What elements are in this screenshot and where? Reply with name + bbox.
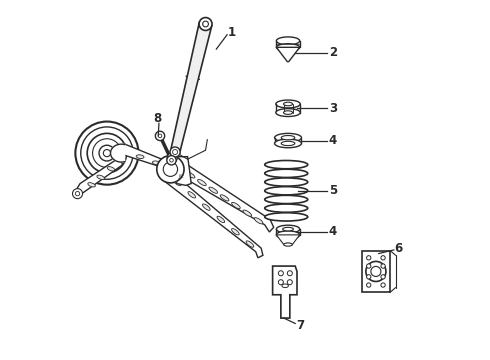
Circle shape — [172, 149, 177, 154]
Circle shape — [103, 149, 111, 157]
Ellipse shape — [265, 186, 308, 195]
Circle shape — [99, 145, 115, 161]
Ellipse shape — [209, 187, 218, 193]
Text: 5: 5 — [329, 184, 337, 197]
Circle shape — [381, 275, 385, 279]
Ellipse shape — [284, 111, 293, 114]
Ellipse shape — [220, 195, 229, 201]
Ellipse shape — [265, 195, 308, 204]
Circle shape — [367, 283, 371, 287]
Ellipse shape — [217, 216, 225, 222]
Circle shape — [287, 271, 293, 276]
Text: 8: 8 — [153, 112, 161, 125]
Circle shape — [170, 158, 173, 162]
Circle shape — [157, 156, 184, 183]
Ellipse shape — [276, 231, 300, 239]
Ellipse shape — [136, 155, 144, 158]
Circle shape — [81, 127, 133, 179]
Circle shape — [367, 264, 371, 268]
Polygon shape — [164, 170, 263, 258]
Circle shape — [367, 275, 371, 279]
Circle shape — [381, 264, 385, 268]
Circle shape — [167, 153, 177, 163]
Polygon shape — [111, 144, 124, 162]
Ellipse shape — [281, 135, 295, 140]
Ellipse shape — [186, 172, 195, 178]
Polygon shape — [362, 251, 390, 292]
Circle shape — [163, 162, 177, 176]
Ellipse shape — [274, 134, 301, 142]
Ellipse shape — [283, 227, 294, 231]
Circle shape — [199, 18, 212, 31]
Ellipse shape — [246, 241, 254, 247]
Polygon shape — [168, 157, 274, 232]
Text: 3: 3 — [329, 102, 337, 115]
Circle shape — [381, 283, 385, 287]
Text: 7: 7 — [296, 319, 305, 332]
Polygon shape — [122, 144, 179, 175]
Circle shape — [287, 280, 293, 285]
Ellipse shape — [107, 167, 115, 171]
Circle shape — [203, 21, 208, 27]
Circle shape — [158, 134, 162, 138]
Ellipse shape — [175, 164, 184, 170]
Circle shape — [73, 189, 82, 199]
Polygon shape — [276, 47, 300, 62]
Ellipse shape — [243, 210, 251, 216]
Circle shape — [371, 266, 381, 276]
Ellipse shape — [197, 180, 206, 186]
Ellipse shape — [281, 141, 295, 145]
Ellipse shape — [265, 178, 308, 186]
Polygon shape — [171, 23, 212, 153]
Ellipse shape — [152, 161, 160, 165]
Ellipse shape — [232, 202, 240, 209]
Ellipse shape — [188, 192, 196, 198]
Ellipse shape — [173, 179, 181, 186]
Ellipse shape — [265, 213, 308, 221]
Circle shape — [367, 256, 371, 260]
Ellipse shape — [276, 100, 300, 108]
Ellipse shape — [232, 229, 239, 235]
Circle shape — [278, 280, 283, 285]
Circle shape — [278, 271, 283, 276]
Ellipse shape — [265, 204, 308, 212]
Polygon shape — [173, 157, 191, 185]
Text: 2: 2 — [329, 46, 337, 59]
Circle shape — [381, 256, 385, 260]
Circle shape — [93, 139, 122, 167]
Ellipse shape — [274, 139, 301, 148]
Ellipse shape — [276, 109, 300, 117]
Circle shape — [87, 134, 126, 173]
Circle shape — [75, 192, 80, 196]
Ellipse shape — [88, 183, 96, 187]
Ellipse shape — [282, 284, 289, 288]
Circle shape — [170, 147, 180, 157]
Circle shape — [155, 131, 165, 140]
Ellipse shape — [276, 225, 300, 233]
Text: 4: 4 — [329, 225, 337, 238]
Ellipse shape — [276, 37, 300, 45]
Ellipse shape — [265, 169, 308, 177]
Text: 6: 6 — [394, 242, 403, 255]
Ellipse shape — [97, 175, 104, 180]
Text: 1: 1 — [228, 27, 236, 40]
Circle shape — [167, 156, 176, 165]
Ellipse shape — [265, 161, 308, 169]
Text: J/c: J/c — [179, 174, 184, 179]
Ellipse shape — [284, 102, 293, 106]
Polygon shape — [276, 235, 300, 244]
Ellipse shape — [276, 44, 300, 51]
Ellipse shape — [254, 218, 263, 224]
Text: 4: 4 — [329, 134, 337, 147]
Polygon shape — [76, 156, 122, 196]
Circle shape — [75, 122, 139, 185]
Ellipse shape — [202, 204, 210, 210]
Circle shape — [366, 261, 386, 282]
Ellipse shape — [284, 243, 293, 246]
Polygon shape — [272, 266, 297, 318]
